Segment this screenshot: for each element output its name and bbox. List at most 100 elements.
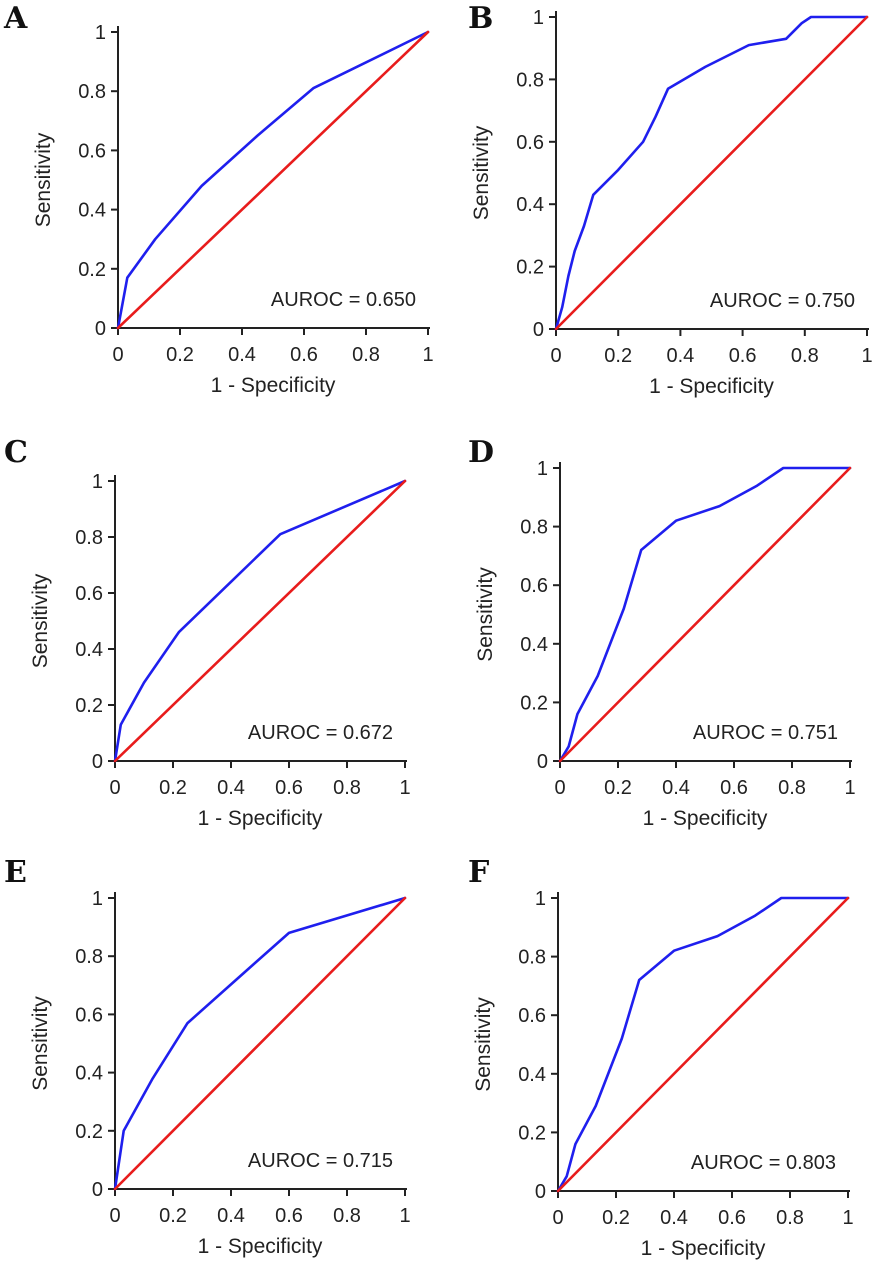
y-axis-title: Sensitivity — [29, 996, 52, 1091]
roc-curve-line — [113, 479, 407, 763]
y-tick-label: 0.8 — [516, 69, 544, 91]
y-tick-label: 0 — [92, 751, 103, 773]
y-tick-label: 0.6 — [518, 1005, 546, 1027]
y-tick-label: 0.2 — [516, 257, 544, 279]
x-axis-title: 1 - Specificity — [643, 807, 768, 830]
y-tick-label: 0 — [537, 751, 548, 773]
y-tick-label: 1 — [95, 22, 106, 44]
auroc-label: AUROC = 0.650 — [271, 289, 416, 311]
x-tick-label: 0.8 — [776, 1207, 804, 1229]
x-tick-label: 0 — [109, 1205, 120, 1227]
x-tick-label: 0.4 — [228, 344, 256, 366]
x-tick-label: 1 — [399, 1205, 410, 1227]
x-axis-title: 1 - Specificity — [211, 374, 336, 397]
x-tick-label: 0.4 — [662, 777, 690, 799]
x-axis-title: 1 - Specificity — [198, 807, 323, 830]
x-tick-label: 0.8 — [352, 344, 380, 366]
x-tick-label: 0.8 — [333, 777, 361, 799]
x-tick-label: 0 — [550, 345, 561, 367]
reference-diagonal-line — [554, 15, 869, 331]
roc-panel-e: E 0 0.2 0.4 0.6 0.8 1 0 0.2 0.4 0.6 0.8 1 1 - Specifi… — [4, 855, 411, 1258]
y-tick-label: 0.6 — [520, 575, 548, 597]
x-tick-label: 0.6 — [275, 1205, 303, 1227]
y-tick-label: 0.8 — [75, 946, 103, 968]
x-tick-label: 0.6 — [275, 777, 303, 799]
y-tick-label: 0.6 — [516, 132, 544, 154]
x-axis-title: 1 - Specificity — [641, 1237, 766, 1260]
x-tick-label: 0.8 — [333, 1205, 361, 1227]
roc-panel-a: A 0 0.2 0.4 0.6 0.8 1 0 0.2 0.4 0.6 0.8 1 1 - Specifi… — [3, 1, 434, 397]
y-axis-title: Sensitivity — [470, 125, 493, 220]
y-tick-label: 1 — [535, 888, 546, 910]
x-tick-label: 1 — [844, 777, 855, 799]
reference-diagonal-line — [113, 896, 407, 1191]
reference-diagonal-line — [113, 479, 407, 763]
panel-letter: B — [468, 1, 493, 36]
x-tick-label: 0 — [552, 1207, 563, 1229]
x-tick-label: 0.8 — [791, 345, 819, 367]
x-axis-title: 1 - Specificity — [198, 1235, 323, 1258]
x-tick-label: 0.2 — [604, 345, 632, 367]
roc-curve-line — [556, 896, 850, 1193]
reference-diagonal-line — [556, 896, 850, 1193]
y-axis-title: Sensitivity — [32, 132, 55, 227]
auroc-label: AUROC = 0.715 — [248, 1150, 393, 1172]
x-tick-label: 1 — [842, 1207, 853, 1229]
reference-diagonal-line — [116, 30, 430, 330]
y-tick-label: 0.4 — [516, 194, 544, 216]
y-tick-label: 0.6 — [75, 583, 103, 605]
panel-letter: A — [3, 1, 28, 36]
roc-panel-f: F 0 0.2 0.4 0.6 0.8 1 0 0.2 0.4 0.6 0.8 1 1 - Specifi… — [468, 855, 854, 1260]
y-tick-label: 1 — [92, 471, 103, 493]
x-tick-label: 0.6 — [290, 344, 318, 366]
y-axis-title: Sensitivity — [472, 997, 495, 1092]
panel-letter: C — [4, 435, 28, 470]
y-tick-label: 1 — [533, 7, 544, 29]
y-tick-label: 0.6 — [75, 1004, 103, 1026]
y-axis-title: Sensitivity — [474, 567, 497, 662]
panel-letter: D — [468, 435, 494, 470]
y-tick-label: 0.8 — [520, 517, 548, 539]
roc-curve-line — [113, 896, 407, 1191]
y-tick-label: 0.2 — [518, 1122, 546, 1144]
x-tick-label: 0 — [112, 344, 123, 366]
roc-curve-line — [558, 466, 852, 763]
y-tick-label: 0.2 — [78, 259, 106, 281]
y-axis-title: Sensitivity — [29, 573, 52, 668]
x-tick-label: 0.4 — [217, 1205, 245, 1227]
roc-panel-b: B 0 0.2 0.4 0.6 0.8 1 0 0.2 0.4 0.6 0.8 1 1 - Specifi… — [468, 1, 873, 398]
x-tick-label: 0.4 — [217, 777, 245, 799]
y-tick-label: 0.4 — [75, 1063, 103, 1085]
x-tick-label: 0 — [554, 777, 565, 799]
x-tick-label: 0.4 — [666, 345, 694, 367]
auroc-label: AUROC = 0.750 — [710, 290, 855, 312]
x-tick-label: 0.6 — [718, 1207, 746, 1229]
y-tick-label: 0.8 — [518, 947, 546, 969]
y-tick-label: 0.8 — [78, 81, 106, 103]
y-tick-label: 0 — [95, 318, 106, 340]
auroc-label: AUROC = 0.672 — [248, 722, 393, 744]
y-tick-label: 0 — [535, 1181, 546, 1203]
y-tick-label: 1 — [537, 458, 548, 480]
x-tick-label: 1 — [399, 777, 410, 799]
x-tick-label: 0.8 — [778, 777, 806, 799]
y-tick-label: 0.4 — [518, 1064, 546, 1086]
x-tick-label: 0.2 — [166, 344, 194, 366]
x-tick-label: 0.2 — [602, 1207, 630, 1229]
x-tick-label: 0.2 — [604, 777, 632, 799]
x-tick-label: 0.6 — [729, 345, 757, 367]
roc-curve-line — [116, 30, 430, 330]
x-tick-label: 0 — [109, 777, 120, 799]
x-axis-title: 1 - Specificity — [649, 375, 774, 398]
panel-letter: E — [4, 855, 27, 890]
roc-panel-c: C 0 0.2 0.4 0.6 0.8 1 0 0.2 0.4 0.6 0.8 1 1 - Specifi… — [4, 435, 411, 830]
y-tick-label: 0.2 — [520, 692, 548, 714]
auroc-label: AUROC = 0.751 — [693, 722, 838, 744]
x-tick-label: 1 — [861, 345, 872, 367]
y-tick-label: 0.4 — [78, 200, 106, 222]
x-tick-label: 0.2 — [159, 777, 187, 799]
y-tick-label: 0 — [92, 1179, 103, 1201]
x-tick-label: 1 — [422, 344, 433, 366]
y-tick-label: 0.6 — [78, 140, 106, 162]
